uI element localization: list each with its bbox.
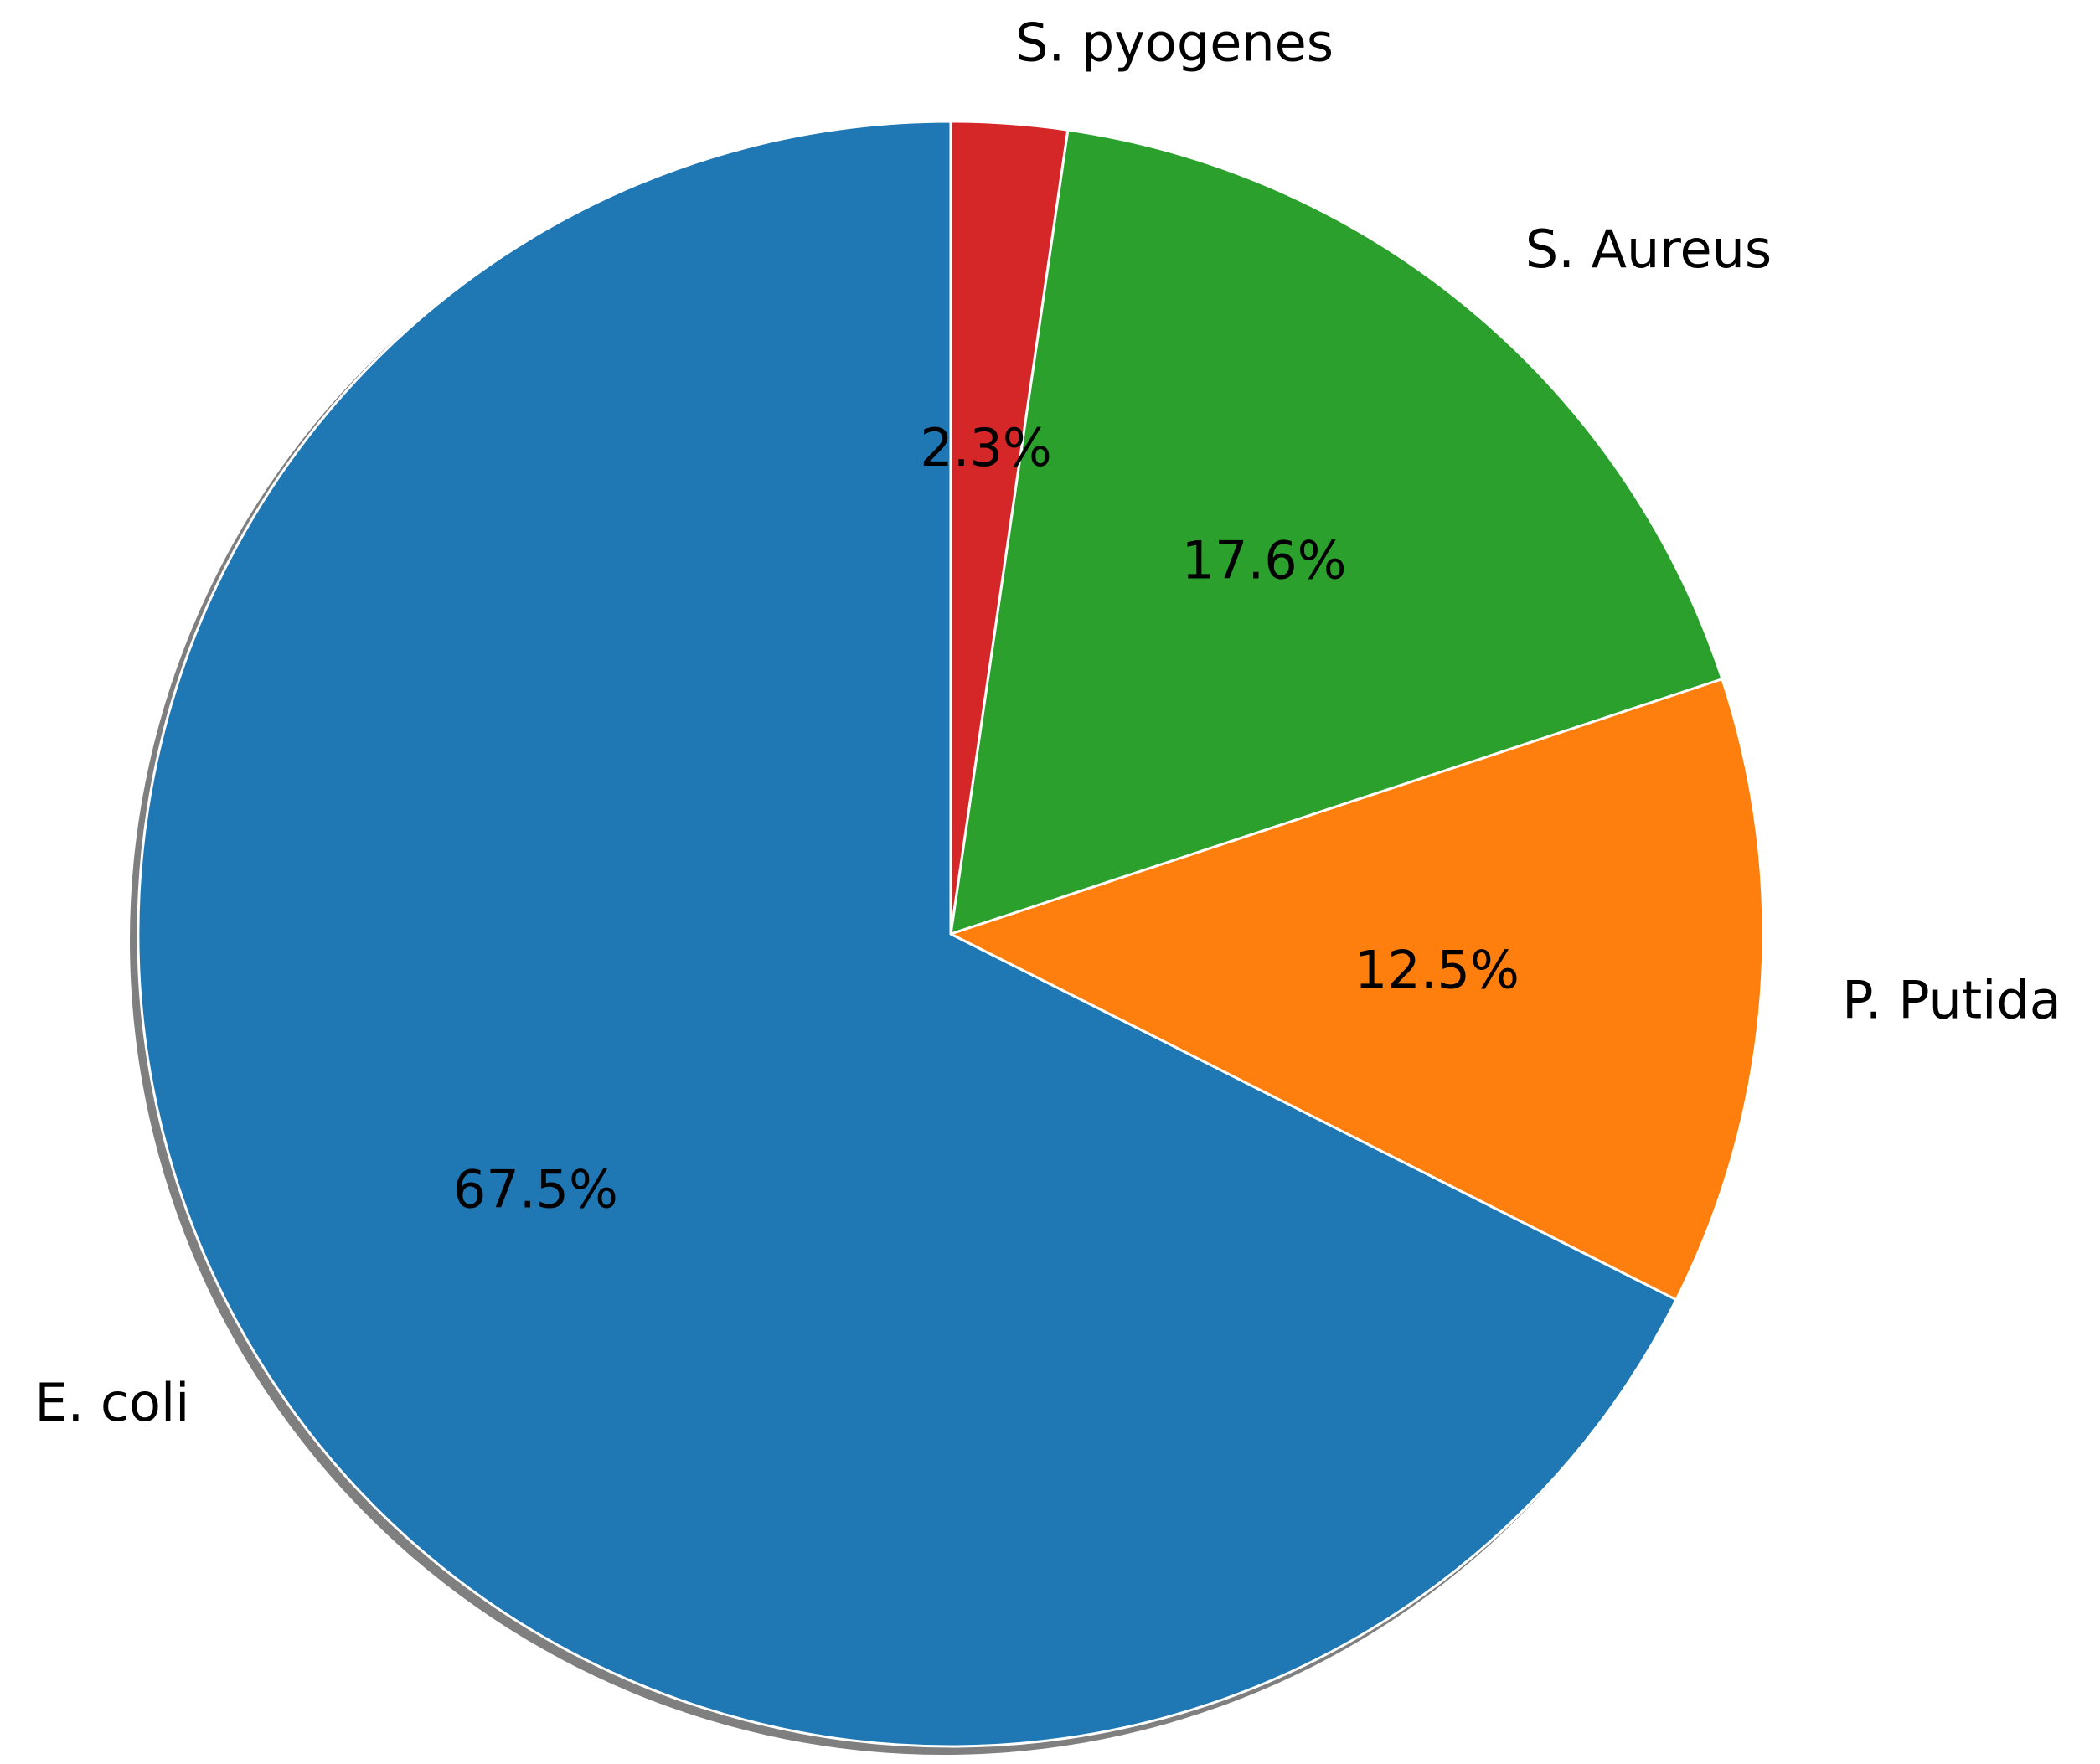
pct-label-e-coli: 67.5% (453, 1159, 618, 1220)
pie-slice-s-aureus (949, 128, 1724, 936)
pct-label-p-putida: 12.5% (1354, 939, 1520, 1000)
slice-label-s-pyogenes: S. pyogenes (1015, 12, 1334, 73)
pie-slice-p-putida (949, 678, 1765, 1302)
pct-label-s-pyogenes: 2.3% (920, 417, 1052, 478)
pct-label-s-aureus: 17.6% (1182, 530, 1347, 591)
slice-label-p-putida: P. Putida (1842, 969, 2061, 1030)
slice-label-e-coli: E. coli (34, 1372, 189, 1433)
slice-label-s-aureus: S. Aureus (1525, 219, 1772, 280)
pie-labels: E. coli 67.5% P. Putida 12.5% S. Aureus 17.6%… (34, 12, 2061, 1433)
pie-slice-s-pyogenes (949, 120, 1070, 936)
pie-slice-e-coli (137, 120, 1678, 1748)
pie-slices (137, 120, 1765, 1748)
